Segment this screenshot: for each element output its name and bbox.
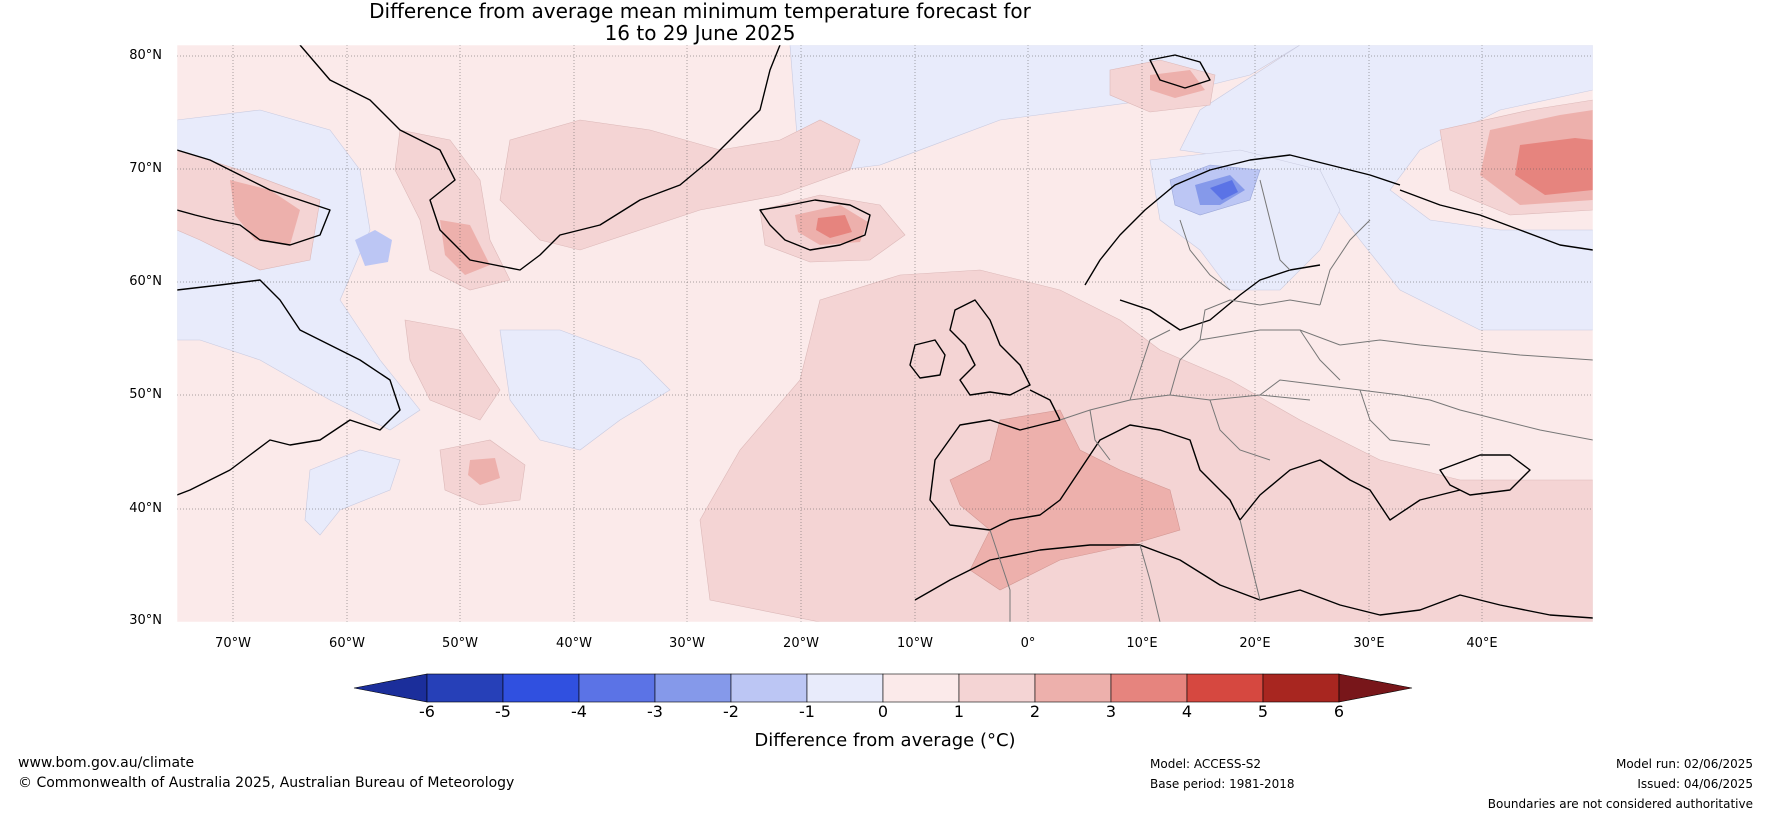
colorbar-tick-label: -3 — [647, 702, 663, 721]
lat-label-60n: 60°N — [129, 274, 162, 289]
chart-title-line1: Difference from average mean minimum tem… — [369, 0, 1031, 23]
colorbar-tick-label: 2 — [1029, 702, 1041, 721]
footer-model: Model: ACCESS-S2 — [1150, 757, 1262, 771]
lon-label-40e: 40°E — [1466, 636, 1498, 651]
lon-label-30e: 30°E — [1353, 636, 1385, 651]
coast-baltic — [1119, 264, 1321, 331]
colorbar-cell — [958, 673, 1036, 703]
lat-label-70n: 70°N — [129, 161, 162, 176]
coast-black-sea — [1439, 454, 1531, 496]
lon-label-50w: 50°W — [442, 636, 478, 651]
anomaly-neg1-midatlantic — [499, 329, 671, 451]
coast-iceland — [759, 199, 871, 251]
footer-url: www.bom.gov.au/climate — [18, 755, 195, 771]
coast-labrador — [177, 279, 401, 496]
country-borders — [989, 179, 1593, 622]
anomaly-pos3-midatlantic — [468, 458, 500, 485]
lon-label-10w: 10°W — [897, 636, 933, 651]
colorbar-tick-label: -6 — [419, 702, 435, 721]
colorbar-cell — [1110, 673, 1188, 703]
lon-label-30w: 30°W — [669, 636, 705, 651]
colorbar-tick-label: 6 — [1333, 702, 1345, 721]
colorbar-cell — [730, 673, 808, 703]
colorbar-cell — [426, 673, 504, 703]
colorbar-tick-label: 0 — [877, 702, 889, 721]
colorbar-tick-label: -1 — [799, 702, 815, 721]
colorbar-cell — [502, 673, 580, 703]
colorbar-cell — [806, 673, 884, 703]
colorbar-tick-label: -4 — [571, 702, 587, 721]
map-frame — [176, 44, 1594, 623]
footer-base-period: Base period: 1981-2018 — [1150, 777, 1295, 791]
colorbar-cell — [1034, 673, 1112, 703]
graticule — [177, 45, 1593, 622]
lon-label-60w: 60°W — [329, 636, 365, 651]
coastlines — [177, 45, 1593, 619]
colorbar-cell — [1186, 673, 1264, 703]
lat-label-40n: 40°N — [129, 501, 162, 516]
anomaly-pos4-iceland — [816, 215, 852, 238]
lat-label-50n: 50°N — [129, 387, 162, 402]
colorbar-cell — [654, 673, 732, 703]
coast-baffin — [177, 149, 331, 246]
lon-label-0: 0° — [1020, 636, 1036, 651]
colorbar-tick-label: -2 — [723, 702, 739, 721]
anomaly-pos4-barents — [1515, 138, 1593, 195]
colorbar-tick-label: -5 — [495, 702, 511, 721]
lon-label-10e: 10°E — [1126, 636, 1158, 651]
colorbar-tick-label: 1 — [953, 702, 965, 721]
footer-issued: Issued: 04/06/2025 — [1637, 777, 1753, 791]
colorbar-cell — [882, 673, 960, 703]
anomaly-pos2-europe — [699, 269, 1593, 622]
anomaly-pos3-svalbard — [1150, 70, 1205, 98]
anomaly-pos3-baffin — [230, 180, 300, 245]
footer-copyright: © Commonwealth of Australia 2025, Austra… — [18, 775, 515, 791]
coast-ireland — [909, 339, 946, 379]
footer-disclaimer: Boundaries are not considered authoritat… — [1487, 797, 1753, 811]
lat-label-80n: 80°N — [129, 48, 162, 63]
colorbar-cell — [1262, 673, 1340, 703]
colorbar-extend-high — [1338, 673, 1413, 703]
footer-model-run: Model run: 02/06/2025 — [1615, 757, 1753, 771]
anomaly-neg2-labrador-sea — [355, 230, 392, 266]
colorbar-extend-low — [353, 673, 428, 703]
lat-label-30n: 30°N — [129, 613, 162, 628]
colorbar-tick-label: 3 — [1105, 702, 1117, 721]
anomaly-neg4-norway — [1210, 180, 1238, 200]
lon-label-20e: 20°E — [1239, 636, 1271, 651]
colorbar-tick-label: 5 — [1257, 702, 1269, 721]
colorbar-tick-label: 4 — [1181, 702, 1193, 721]
anomaly-neg1-nw-atlantic — [304, 449, 401, 536]
colorbar-label: Difference from average (°C) — [754, 730, 1016, 751]
coast-europe-west — [929, 389, 1461, 531]
coast-british-isles — [949, 299, 1031, 396]
chart-title-line2: 16 to 29 June 2025 — [604, 21, 796, 45]
coast-svalbard — [1149, 54, 1211, 89]
lon-label-70w: 70°W — [215, 636, 251, 651]
colorbar-cell — [578, 673, 656, 703]
coast-norway — [1084, 154, 1401, 286]
coast-russia-north — [1399, 189, 1593, 251]
coast-greenland — [299, 45, 781, 271]
lon-label-20w: 20°W — [783, 636, 819, 651]
lon-label-40w: 40°W — [556, 636, 592, 651]
